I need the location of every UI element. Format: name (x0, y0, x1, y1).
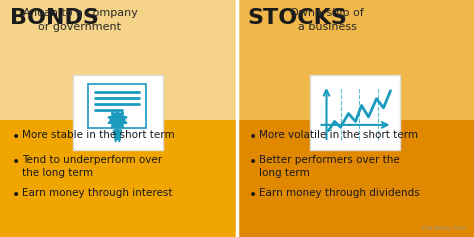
Text: Earn money through interest: Earn money through interest (22, 188, 173, 198)
Text: the long term: the long term (22, 168, 93, 178)
Text: Better performers over the: Better performers over the (259, 155, 400, 165)
Text: •: • (249, 130, 257, 144)
Text: •: • (12, 188, 20, 202)
FancyBboxPatch shape (89, 84, 146, 128)
FancyBboxPatch shape (73, 75, 164, 150)
Text: •: • (12, 155, 20, 169)
Text: More stable in the short term: More stable in the short term (22, 130, 174, 140)
Bar (237, 0, 474, 120)
Text: •: • (12, 130, 20, 144)
Polygon shape (113, 130, 121, 142)
Text: STOCKS: STOCKS (247, 8, 347, 28)
Text: Tend to underperform over: Tend to underperform over (22, 155, 162, 165)
Bar (237, 120, 474, 237)
Text: long term: long term (259, 168, 310, 178)
Text: •: • (249, 155, 257, 169)
Bar (0, 120, 237, 237)
Text: •: • (249, 188, 257, 202)
FancyBboxPatch shape (310, 75, 401, 150)
Text: A loan to a company
or government: A loan to a company or government (23, 8, 137, 32)
Text: Earn money through dividends: Earn money through dividends (259, 188, 420, 198)
Text: More volatile in the short term: More volatile in the short term (259, 130, 418, 140)
Text: Ownership of
a business: Ownership of a business (290, 8, 364, 32)
Bar (0, 0, 237, 120)
Text: BONDS: BONDS (10, 8, 99, 28)
Text: The Motley Fool: The Motley Fool (422, 226, 466, 231)
Polygon shape (108, 110, 127, 130)
